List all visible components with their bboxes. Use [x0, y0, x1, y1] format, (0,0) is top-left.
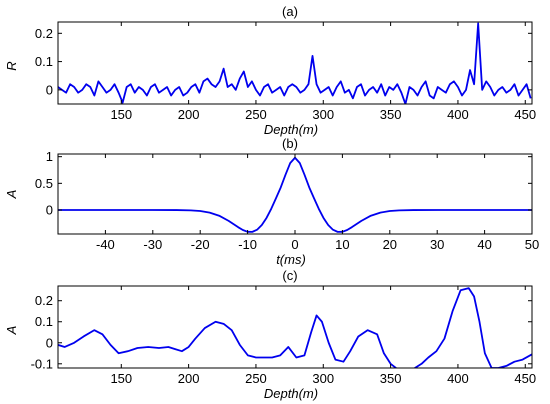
- panel-c-ytick-label: -0.1: [31, 356, 53, 371]
- panel-b-xtick-label: 10: [335, 237, 349, 252]
- panel-a-xtick-label: 300: [312, 107, 334, 122]
- panel-c-ytick-label: 0.1: [35, 314, 53, 329]
- panel-c-xtick-label: 250: [245, 371, 267, 386]
- panel-b-xtick-label: 40: [477, 237, 491, 252]
- panel-b-xtick-label: 30: [430, 237, 444, 252]
- panel-a-ytick-label: 0.2: [35, 26, 53, 41]
- panel-b-series-line: [58, 156, 532, 233]
- panel-a-xtick-label: 400: [447, 107, 469, 122]
- panel-a-title: (a): [282, 4, 298, 19]
- panel-b-ytick-label: 0: [46, 203, 53, 218]
- panel-c-series-line: [58, 287, 532, 368]
- panel-c-ytick-label: 0: [46, 335, 53, 350]
- panel-c-xtick-label: 300: [312, 371, 334, 386]
- panel-b-xtick-label: 0: [291, 237, 298, 252]
- panel-b-xtick-label: -20: [191, 237, 210, 252]
- panel-a-series-line: [58, 22, 532, 104]
- panel-a-xtick-label: 450: [514, 107, 536, 122]
- panel-b-xtick-label: 20: [383, 237, 397, 252]
- panel-b-axes-frame: [57, 153, 533, 235]
- panel-c-ylabel: A: [4, 326, 19, 336]
- panel-a: (a) 150 200 250 300 350 400 450 0 0.1 0.2 R Depth…: [4, 4, 536, 137]
- panel-b-xtick-label: -30: [143, 237, 162, 252]
- panel-a-plot: 150 200 250 300 350 400 450 0 0.1 0.2: [35, 21, 536, 122]
- panel-a-xtick-label: 150: [110, 107, 132, 122]
- panel-c-ytick-label: 0.2: [35, 293, 53, 308]
- panel-c-xtick-label: 150: [110, 371, 132, 386]
- panel-c-xtick-label: 400: [447, 371, 469, 386]
- panel-a-ytick-label: 0: [46, 82, 53, 97]
- panel-b-xtick-label: -10: [238, 237, 257, 252]
- panel-b-ytick-label: 1: [46, 149, 53, 164]
- panel-a-xtick-label: 350: [380, 107, 402, 122]
- panel-b: (b) -40 -30 -20 -10 0 10 20 30 40 50 0 0.5 1 A t(ms): [4, 136, 539, 267]
- panel-b-ylabel: A: [4, 190, 19, 200]
- panel-c-axes-frame: [57, 285, 533, 369]
- panel-c-xlabel: Depth(m): [264, 386, 318, 401]
- panel-b-title: (b): [282, 136, 298, 151]
- panel-b-xlabel: t(ms): [276, 252, 306, 267]
- panel-a-xtick-label: 250: [245, 107, 267, 122]
- panel-c-title: (c): [282, 268, 297, 283]
- panel-c-xtick-label: 200: [178, 371, 200, 386]
- panel-a-xtick-label: 200: [178, 107, 200, 122]
- panel-c: (c) 150 200 250 300 350 400 450 -0.1 0 0.1 0.2 A D…: [4, 268, 536, 401]
- panel-c-xtick-label: 450: [514, 371, 536, 386]
- panel-a-axes-frame: [57, 21, 533, 105]
- panel-a-ylabel: R: [4, 61, 19, 70]
- panel-b-xtick-label: -40: [96, 237, 115, 252]
- panel-a-xlabel: Depth(m): [264, 122, 318, 137]
- panel-c-xtick-label: 350: [380, 371, 402, 386]
- panel-b-ytick-label: 0.5: [35, 176, 53, 191]
- panel-a-ytick-label: 0.1: [35, 54, 53, 69]
- panel-c-plot: 150 200 250 300 350 400 450 -0.1 0 0.1 0.2: [31, 285, 536, 386]
- panel-b-xtick-label: 50: [525, 237, 539, 252]
- panel-b-plot: -40 -30 -20 -10 0 10 20 30 40 50 0 0.5 1: [35, 149, 539, 252]
